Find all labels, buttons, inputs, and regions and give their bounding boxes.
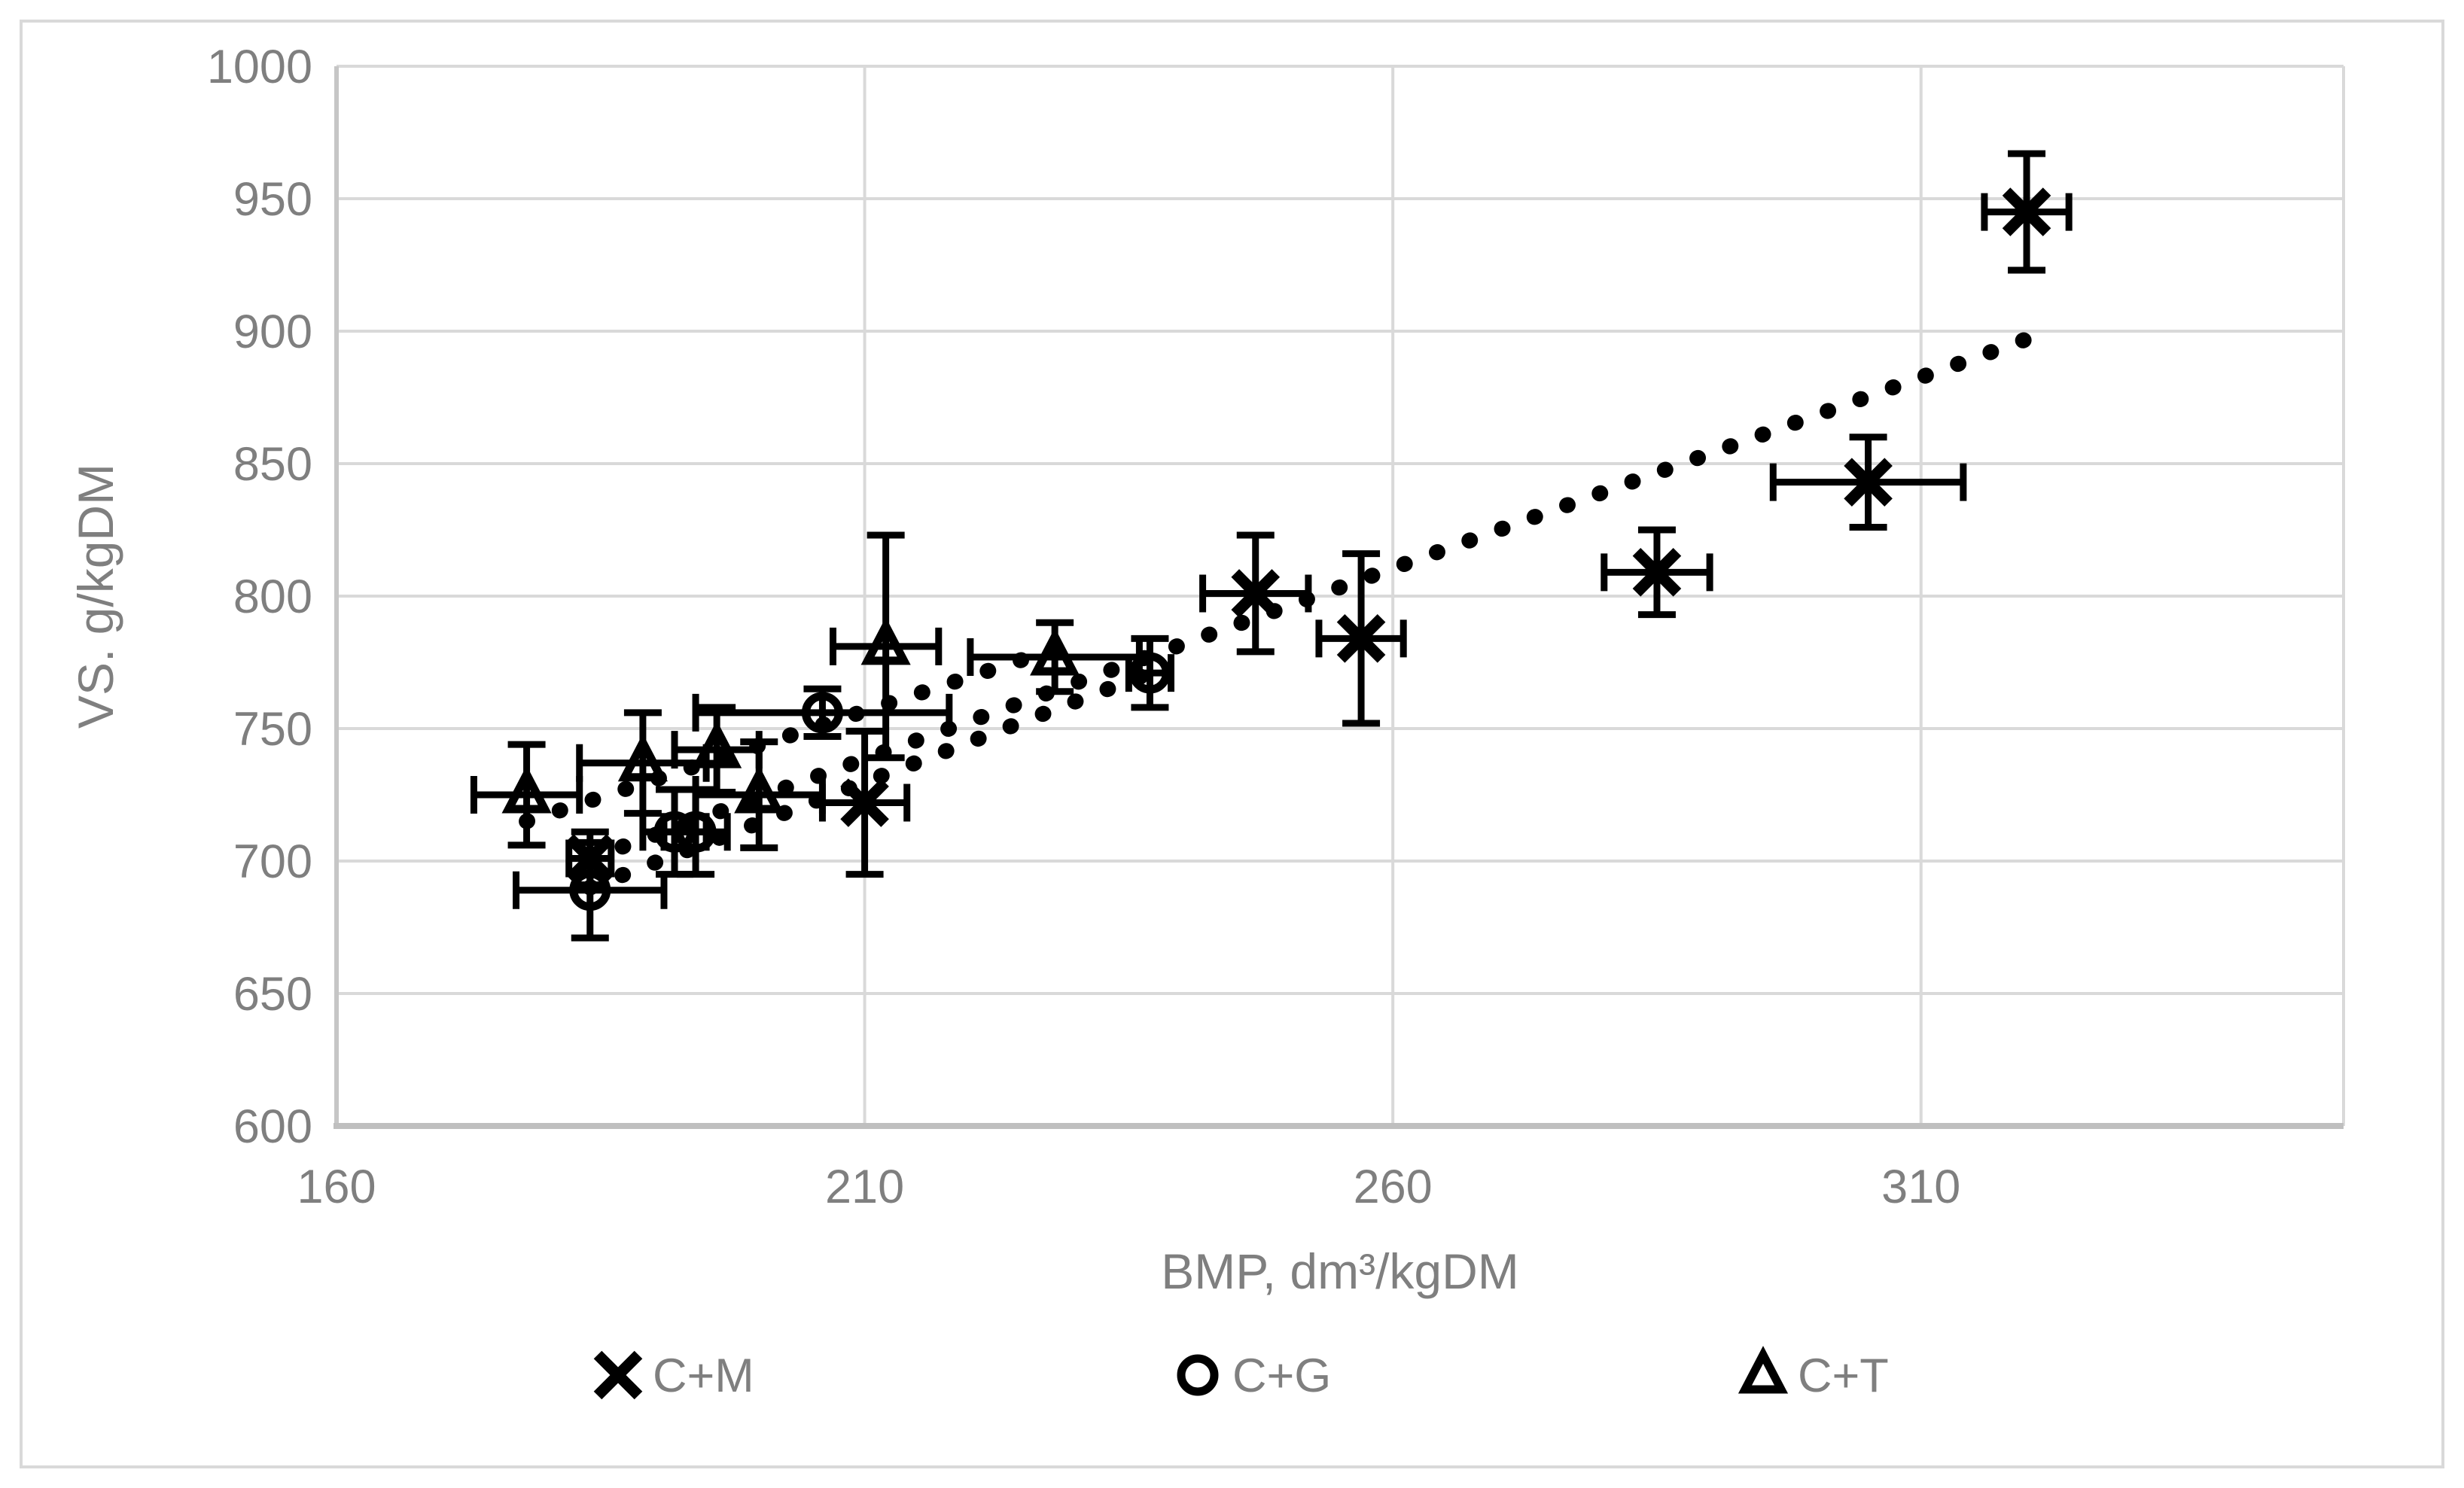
error-bars — [829, 531, 943, 762]
error-bars — [470, 741, 583, 849]
legend-item-cg: C+G — [1177, 1350, 1331, 1402]
triangle-marker — [617, 733, 668, 782]
y-tick-label: 700 — [233, 835, 312, 888]
x-marker — [593, 1350, 643, 1400]
y-tick-label: 900 — [233, 306, 312, 358]
y-tick-label: 850 — [233, 438, 312, 491]
triangle-marker — [1030, 628, 1080, 676]
x-marker — [2002, 187, 2051, 236]
data-points-layer — [470, 150, 2073, 942]
x-tick-label: 210 — [825, 1161, 904, 1213]
y-tick-label: 950 — [233, 173, 312, 226]
y-tick-label: 750 — [233, 703, 312, 756]
triangle-marker — [692, 720, 742, 768]
series-cm — [565, 150, 2073, 889]
x-tick-label: 160 — [297, 1161, 376, 1213]
legend-label: C+G — [1232, 1350, 1331, 1402]
triangle-marker — [734, 765, 784, 814]
trendline-ct — [519, 641, 1063, 829]
grid-layer — [20, 20, 2444, 1468]
x-marker — [1336, 614, 1386, 663]
x-marker — [1844, 458, 1893, 507]
circle-marker — [1177, 1354, 1219, 1396]
error-bars — [671, 704, 763, 796]
legend-item-ct: C+T — [1738, 1346, 1889, 1402]
x-tick-label: 310 — [1881, 1161, 1960, 1213]
triangle-marker — [501, 765, 552, 814]
circle-marker — [801, 692, 843, 734]
series-ct — [470, 531, 1143, 851]
x-marker — [1231, 569, 1281, 618]
x-marker — [1632, 548, 1682, 597]
circle-marker — [675, 811, 717, 853]
series-cg — [513, 634, 1174, 942]
circle-marker — [569, 869, 611, 911]
y-tick-label: 600 — [233, 1100, 312, 1153]
legend: C+M C+G C+T — [593, 1346, 1889, 1402]
triangle-marker — [860, 616, 911, 665]
figure-border — [20, 20, 2444, 1468]
tick-labels-layer: 600 650 700 750 800 850 900 950 1000 160 210 260 310 — [207, 41, 1960, 1213]
y-tick-label: 650 — [233, 968, 312, 1021]
legend-label: C+M — [653, 1350, 754, 1402]
legend-item-cm: C+M — [593, 1350, 754, 1402]
trendline-cg — [582, 665, 1158, 896]
legend-label: C+T — [1798, 1350, 1889, 1402]
y-axis-title: VS. g/kgDM — [68, 464, 123, 729]
y-tick-label: 1000 — [207, 41, 312, 93]
x-marker — [840, 778, 889, 827]
error-bars — [692, 738, 826, 851]
error-bars — [513, 838, 668, 942]
y-tick-label: 800 — [233, 571, 312, 623]
triangle-marker — [1738, 1346, 1789, 1394]
x-tick-label: 260 — [1354, 1161, 1433, 1213]
x-axis-title: BMP, dm³/kgDM — [1161, 1243, 1519, 1299]
circle-marker — [1128, 652, 1171, 694]
